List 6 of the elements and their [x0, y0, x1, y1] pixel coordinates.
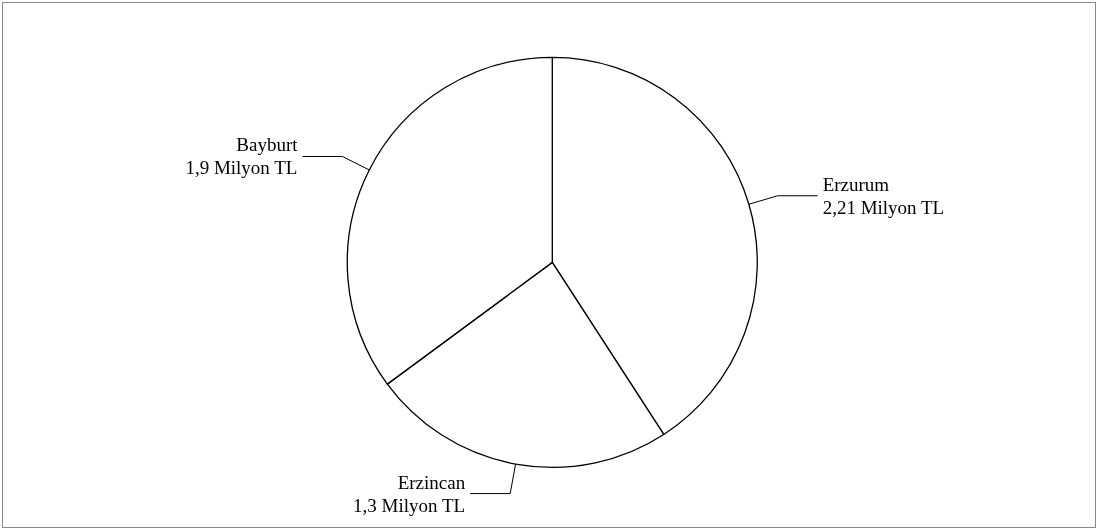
- data-label: 2,21 Milyon TL: [822, 196, 945, 218]
- slice-label: Bayburt: [236, 134, 299, 156]
- slice-label: Erzincan: [397, 471, 466, 493]
- data-label: 1,3 Milyon TL: [353, 494, 466, 516]
- data-label: 1,9 Milyon TL: [185, 157, 298, 179]
- slice-label: Erzurum: [822, 173, 890, 195]
